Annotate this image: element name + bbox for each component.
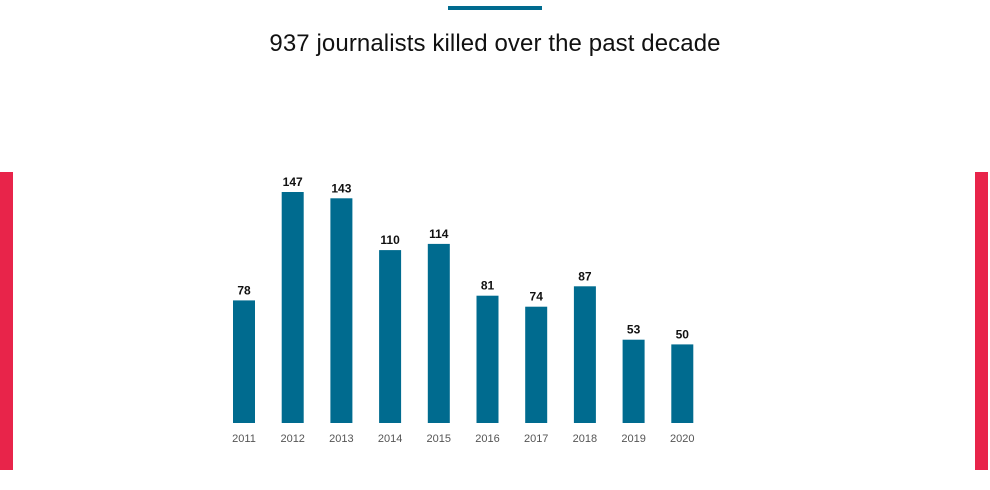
bar-2017	[525, 306, 548, 423]
x-tick-label-2017: 2017	[524, 433, 548, 445]
title-accent-rule	[448, 6, 542, 10]
x-tick-label-2012: 2012	[280, 433, 304, 445]
value-label-2013: 143	[331, 181, 351, 195]
value-label-2016: 81	[481, 279, 495, 293]
value-label-2019: 53	[627, 323, 641, 337]
value-label-2015: 114	[429, 227, 449, 241]
value-label-2017: 74	[530, 290, 544, 304]
x-tick-label-2019: 2019	[621, 433, 645, 445]
left-accent-bar	[0, 172, 13, 470]
x-tick-label-2013: 2013	[329, 433, 353, 445]
value-label-2012: 147	[283, 175, 303, 189]
x-tick-label-2015: 2015	[427, 433, 451, 445]
bar-2014	[379, 250, 402, 423]
right-accent-bar	[975, 172, 988, 470]
x-tick-label-2018: 2018	[573, 433, 597, 445]
bar-2011	[233, 300, 255, 423]
x-tick-label-2016: 2016	[475, 433, 499, 445]
bar-2020	[671, 344, 694, 423]
value-label-2014: 110	[380, 233, 400, 247]
x-tick-label-2011: 2011	[232, 433, 256, 445]
bar-2018	[573, 286, 596, 423]
x-tick-label-2020: 2020	[670, 433, 694, 445]
bar-2012	[281, 192, 304, 423]
value-label-2018: 87	[578, 269, 592, 283]
value-label-2020: 50	[676, 327, 690, 341]
value-label-2011: 78	[237, 283, 251, 297]
bar-2016	[476, 295, 499, 423]
chart-title: 937 journalists killed over the past dec…	[269, 30, 721, 57]
bar-2019	[622, 339, 645, 423]
bar-2013	[330, 198, 353, 423]
bar-2015	[427, 243, 450, 423]
x-tick-label-2014: 2014	[378, 433, 402, 445]
